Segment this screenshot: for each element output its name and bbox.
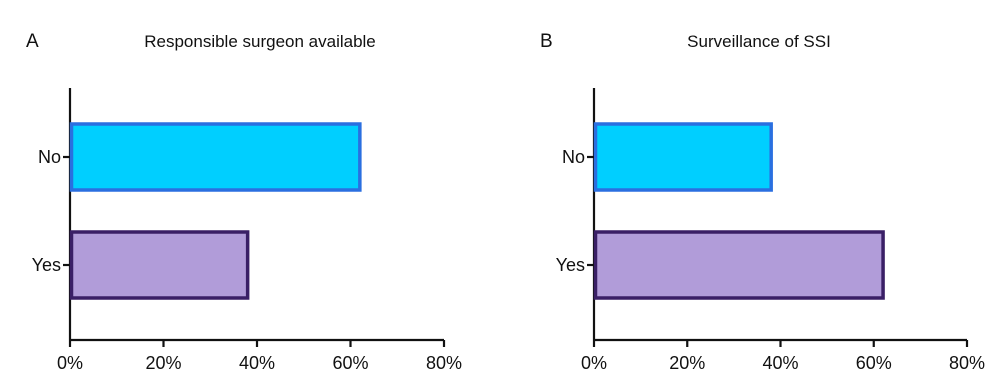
- panel-a-x-tick-label: 40%: [239, 353, 275, 373]
- panel-b-letter: B: [540, 31, 553, 52]
- panel-a-bar-yes: [69, 230, 250, 300]
- panel-a-bar-no: [69, 122, 362, 192]
- panel-a: A Responsible surgeon available 0% 20% 40%…: [26, 31, 462, 373]
- panel-b-x-tick-label: 60%: [856, 353, 892, 373]
- panel-a-letter: A: [26, 31, 39, 52]
- panel-a-x-tick-label: 60%: [332, 353, 368, 373]
- panel-b-y-tick-label-yes: Yes: [556, 255, 585, 275]
- panel-b-title: Surveillance of SSI: [687, 32, 831, 51]
- panel-a-title: Responsible surgeon available: [144, 32, 376, 51]
- panel-b-marks: 0% 20% 40% 60% 80% No Yes: [556, 122, 985, 373]
- panel-a-y-tick-label-yes: Yes: [32, 255, 61, 275]
- panel-b-bar-yes: [593, 230, 885, 300]
- panel-a-x-tick-label: 80%: [426, 353, 462, 373]
- panel-b: B Surveillance of SSI 0% 20% 40% 60% 80% No Ye…: [540, 31, 985, 373]
- panel-b-x-tick-label: 40%: [762, 353, 798, 373]
- panel-b-x-tick-label: 20%: [669, 353, 705, 373]
- panel-a-x-tick-label: 0%: [57, 353, 83, 373]
- panel-a-marks: 0% 20% 40% 60% 80% No Yes: [32, 122, 462, 373]
- panel-b-x-tick-label: 0%: [581, 353, 607, 373]
- panel-b-x-tick-label: 80%: [949, 353, 985, 373]
- panel-b-y-tick-label-no: No: [562, 147, 585, 167]
- panel-b-bar-no: [593, 122, 773, 192]
- panel-a-x-tick-label: 20%: [145, 353, 181, 373]
- panel-a-y-tick-label-no: No: [38, 147, 61, 167]
